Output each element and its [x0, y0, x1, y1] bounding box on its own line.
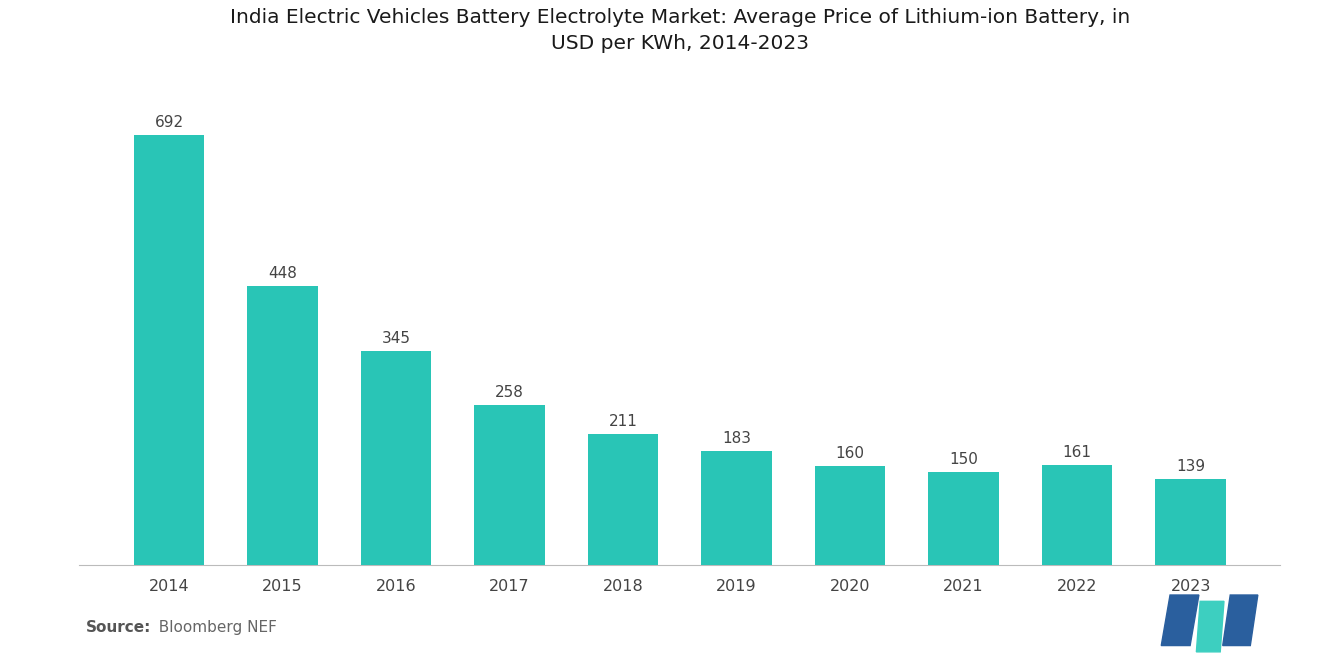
- Polygon shape: [1196, 601, 1224, 652]
- Bar: [814, 465, 886, 565]
- Bar: [701, 452, 772, 565]
- Bar: [247, 287, 318, 565]
- Text: Bloomberg NEF: Bloomberg NEF: [149, 620, 277, 635]
- Text: 161: 161: [1063, 445, 1092, 460]
- Text: 211: 211: [609, 414, 638, 429]
- Text: 150: 150: [949, 452, 978, 467]
- Polygon shape: [1222, 595, 1258, 646]
- Title: India Electric Vehicles Battery Electrolyte Market: Average Price of Lithium-ion: India Electric Vehicles Battery Electrol…: [230, 8, 1130, 53]
- Bar: [1041, 465, 1113, 565]
- Bar: [587, 434, 659, 565]
- Text: 183: 183: [722, 432, 751, 446]
- Text: 692: 692: [154, 114, 183, 130]
- Bar: [133, 134, 205, 565]
- Text: 139: 139: [1176, 459, 1205, 473]
- Bar: [474, 405, 545, 565]
- Polygon shape: [1162, 595, 1199, 646]
- Text: 258: 258: [495, 384, 524, 400]
- Bar: [360, 350, 432, 565]
- Text: 448: 448: [268, 267, 297, 281]
- Bar: [928, 472, 999, 565]
- Text: 160: 160: [836, 446, 865, 461]
- Text: Source:: Source:: [86, 620, 152, 635]
- Bar: [1155, 479, 1226, 565]
- Text: 345: 345: [381, 331, 411, 346]
